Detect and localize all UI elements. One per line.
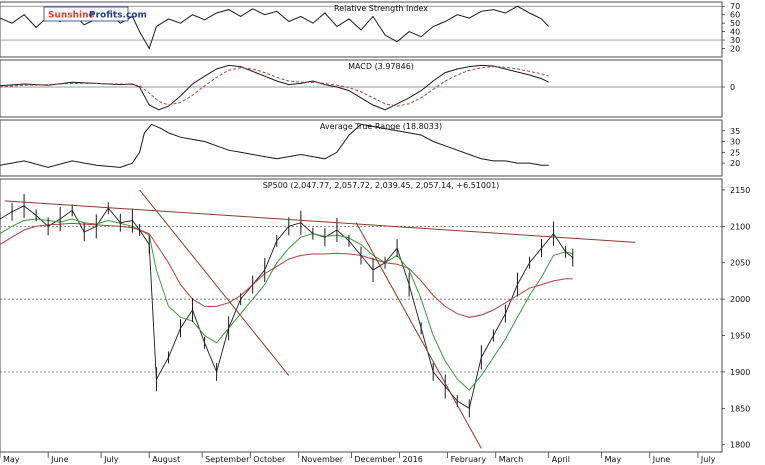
x-tick-label: July [700, 455, 716, 464]
x-tick-label: May [3, 455, 20, 464]
y-tick-label: 1900 [730, 368, 750, 377]
trendline [4, 200, 636, 243]
logo-part-1: Sunshine [48, 11, 95, 21]
x-tick-label: September [205, 455, 250, 464]
panel-title: MACD (3.97846) [348, 62, 414, 71]
panel-frame [0, 178, 723, 453]
y-tick-label: 70 [730, 2, 740, 11]
panel-frame [0, 119, 723, 177]
y-tick-label: 2050 [730, 259, 750, 268]
y-tick-label: 1800 [730, 441, 750, 450]
y-tick-label: 60 [730, 11, 740, 20]
y-tick-label: 20 [730, 159, 740, 168]
series-macd [0, 64, 549, 111]
y-tick-label: 50 [730, 19, 740, 28]
y-tick-label: 2100 [730, 222, 750, 231]
y-tick-label: 30 [730, 138, 740, 147]
x-tick-label: June [652, 455, 671, 464]
y-tick-label: 40 [730, 28, 740, 37]
panel-2: 0 MACD (3.97846) [0, 59, 735, 118]
x-tick-label: July [103, 455, 119, 464]
y-tick-label: 30 [730, 36, 740, 45]
y-tick-label: 2000 [730, 295, 750, 304]
y-tick-label: 20 [730, 45, 740, 54]
x-tick-label: May [605, 455, 622, 464]
x-tick-label: December [354, 455, 396, 464]
series-line [0, 123, 549, 168]
panel-4: 2150 2100 2050 2000 1950 1900 1850 1800 SP500 (2… [0, 178, 750, 464]
y-tick-label: 25 [730, 148, 740, 157]
series-ma-short [0, 218, 573, 391]
trendline [139, 189, 290, 376]
panel-title: SP500 (2,047.77, 2,057.72, 2,039.45, 2,0… [263, 181, 500, 190]
panel-title: Relative Strength Index [334, 4, 428, 13]
x-tick-label: March [499, 455, 523, 464]
y-tick-label: 2150 [730, 186, 750, 195]
series-ma-long [0, 222, 573, 318]
x-tick-label: April [552, 455, 570, 464]
y-tick-label: 35 [730, 127, 740, 136]
x-tick-label: August [152, 455, 180, 464]
x-tick-label: February [451, 455, 487, 464]
x-tick-label: 2016 [403, 455, 423, 464]
x-tick-label: June [50, 455, 68, 464]
x-tick-label: October [253, 455, 286, 464]
y-tick-label: 1950 [730, 332, 750, 341]
logo-part-2: Profits.com [89, 11, 147, 21]
panel-frame [0, 59, 723, 118]
y-tick-label: 1850 [730, 404, 750, 413]
y-tick-label: 0 [730, 83, 735, 92]
x-tick-label: November [301, 455, 343, 464]
trendline [355, 222, 482, 449]
series-signal [0, 66, 549, 107]
panel-title: Average True Range (18.8033) [320, 122, 442, 131]
sunshine-profits-logo: Sunshine Profits.com [43, 6, 147, 22]
